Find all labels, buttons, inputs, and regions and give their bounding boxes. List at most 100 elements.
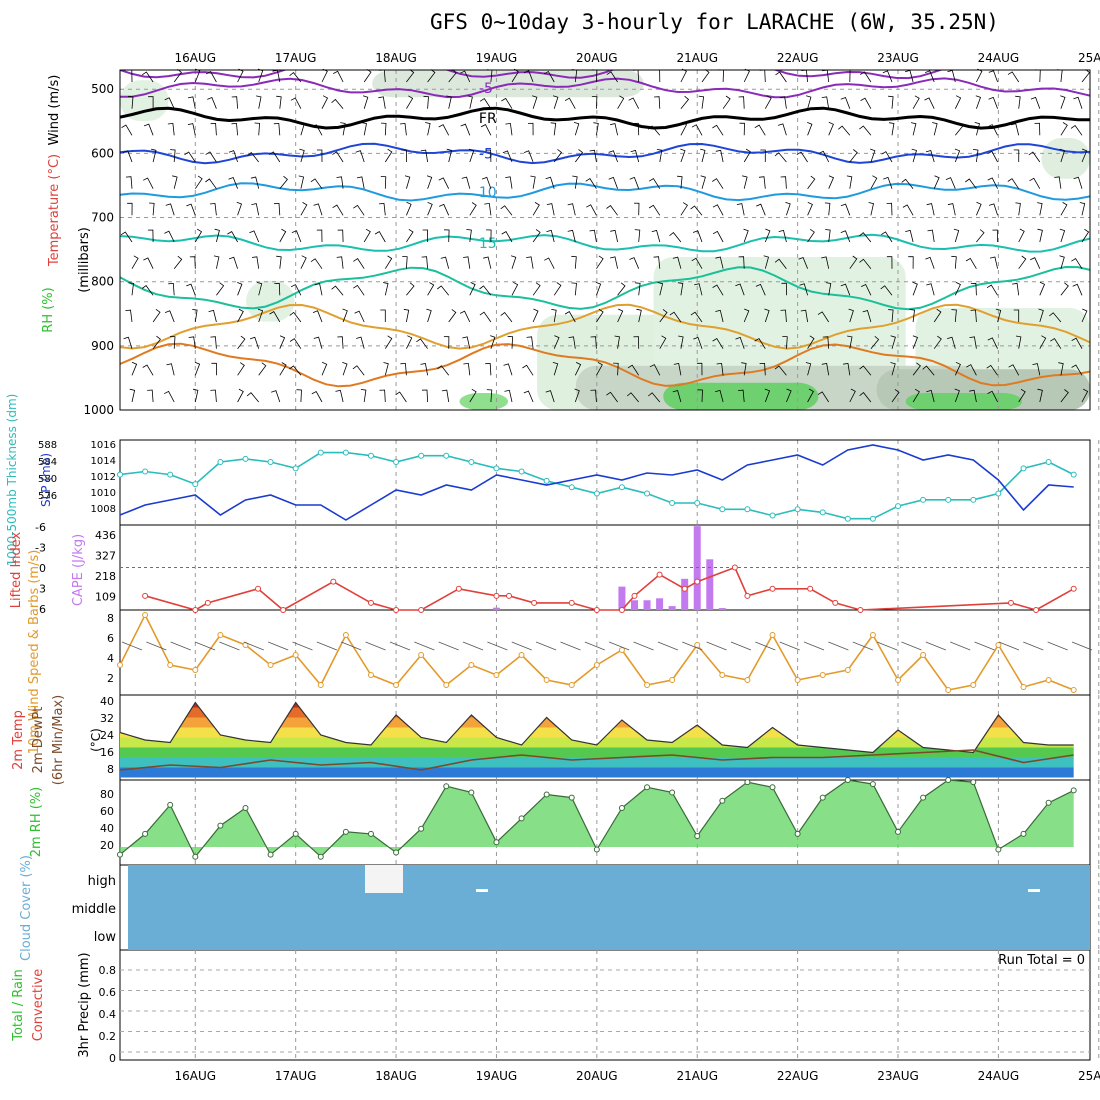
wind-barb — [926, 203, 935, 216]
lifted-index-point — [731, 564, 738, 571]
wind-barb — [635, 282, 641, 296]
date-label-bottom: 20AUG — [576, 1069, 618, 1083]
wind-barb — [526, 256, 534, 269]
wind-barb — [192, 309, 198, 323]
wind-barb — [479, 285, 492, 296]
wind-barb — [214, 228, 220, 243]
wind-barb — [1013, 309, 1020, 322]
slp-tick-label: 1008 — [91, 504, 116, 515]
wind-barb — [208, 309, 217, 323]
wind-barb — [276, 95, 282, 109]
wind-barb — [672, 390, 682, 403]
lifted-index-point — [807, 585, 814, 592]
rh2m-point — [568, 794, 575, 801]
wind-barb — [271, 390, 281, 403]
wind-barb — [927, 229, 935, 243]
cape-bar — [618, 586, 626, 610]
temp-unit-label: (°C) — [89, 728, 103, 752]
wind-barb — [340, 122, 346, 136]
wind-barb — [760, 149, 766, 162]
wind-barb — [805, 362, 812, 376]
thickness-point — [970, 496, 977, 503]
wind-barb — [123, 336, 133, 349]
wind-barb — [300, 202, 308, 216]
thickness-point — [920, 496, 927, 503]
chart-title: GFS 0~10day 3-hourly for LARACHE (6W, 35… — [430, 10, 999, 34]
wind-barb — [355, 150, 365, 163]
li-tick-label: -3 — [35, 542, 46, 555]
wind-barb — [736, 203, 745, 216]
wind-barb — [1037, 228, 1043, 243]
wind-barb — [279, 335, 286, 349]
wind-barb — [838, 125, 851, 136]
wind-barb — [656, 149, 663, 163]
wind-barb — [986, 364, 998, 376]
wind-barb — [237, 308, 244, 323]
wind-barb — [712, 230, 724, 243]
wind-barb — [677, 282, 684, 296]
wind10-barb — [1023, 641, 1044, 651]
wind-barb — [186, 203, 196, 216]
wind-barb — [821, 256, 830, 269]
lifted-index-point — [255, 585, 262, 592]
wind-barb — [922, 365, 935, 376]
lifted-index-point — [769, 585, 776, 592]
rh2m-point — [895, 828, 902, 835]
wind-barb — [774, 365, 787, 376]
wind-barb — [237, 282, 243, 296]
wind-barb — [861, 283, 872, 296]
wind10-barb — [998, 641, 1020, 651]
wind-barb — [552, 362, 559, 376]
slp-tick-label: 1014 — [91, 456, 116, 467]
wind-barb — [590, 389, 597, 403]
date-label-bottom: 21AUG — [676, 1069, 718, 1083]
wind10-barb — [876, 641, 898, 651]
wind-barb — [755, 283, 766, 296]
rh2m-point — [669, 789, 676, 796]
wind-barb — [530, 175, 536, 189]
li-tick-label: 6 — [39, 603, 46, 616]
wind-barb — [712, 178, 724, 189]
thickness-point — [267, 459, 274, 466]
cape-axis-label: CAPE (J/kg) — [71, 534, 86, 606]
wind10-barb — [1071, 641, 1093, 651]
wind-barb — [680, 68, 687, 83]
wind-barb — [1060, 282, 1069, 296]
wind-barb — [378, 202, 386, 216]
wind-barb — [909, 309, 915, 323]
wind-barb — [821, 96, 830, 109]
lifted-index-point — [393, 607, 400, 613]
wind-barb — [610, 256, 618, 269]
date-label-top: 16AUG — [175, 51, 217, 65]
lifted-index-point — [192, 607, 199, 613]
wind-barb — [501, 97, 513, 109]
wind-barb — [194, 175, 203, 189]
wind-barb — [384, 335, 393, 349]
wind-barb — [460, 123, 471, 136]
lifted-index-point — [631, 592, 638, 599]
wind-barb — [648, 392, 661, 403]
wind-barb — [1057, 69, 1063, 83]
wind-barb — [945, 177, 956, 189]
wind10-point — [719, 672, 726, 678]
wind-barb — [763, 255, 769, 269]
lifted-index-point — [204, 599, 211, 606]
wind-barb — [779, 96, 787, 109]
wind-barb — [510, 255, 517, 269]
rh-shade — [663, 382, 819, 410]
rh2m-point — [819, 794, 826, 801]
wind-barb — [987, 177, 998, 189]
wind-barb — [888, 122, 895, 136]
temp-band — [120, 707, 1074, 718]
wind-barb — [485, 149, 492, 163]
wind-barb — [596, 255, 604, 269]
wind-barb — [236, 201, 243, 216]
rh2m-point — [418, 825, 425, 832]
lifted-index-point — [694, 578, 701, 585]
wind-barb — [859, 71, 872, 83]
wind10-point — [744, 677, 751, 683]
wind-barb — [427, 202, 433, 216]
wind-barb — [378, 96, 386, 109]
wind-barb — [289, 365, 302, 376]
wind-barb — [228, 150, 238, 163]
